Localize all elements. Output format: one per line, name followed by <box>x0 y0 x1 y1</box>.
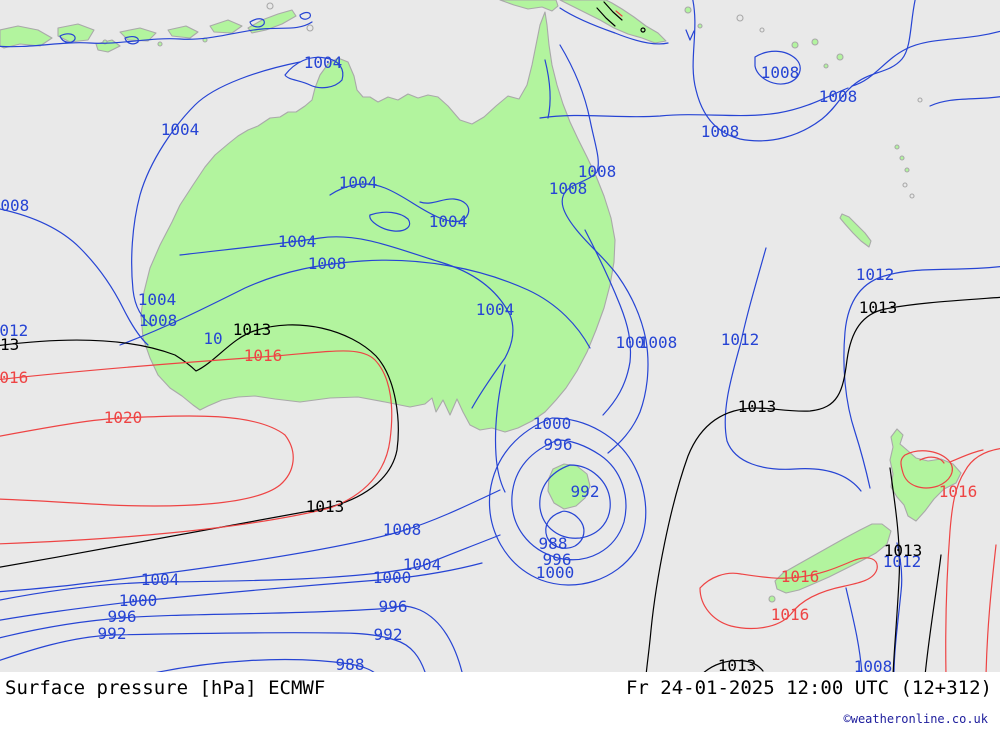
pressure-label: 1012 <box>882 552 922 571</box>
pressure-labels-layer: 1004100410041004100410081004100810081012… <box>0 53 978 673</box>
pressure-label: 992 <box>97 624 127 643</box>
map-canvas <box>0 0 1000 672</box>
pressure-label: 1000 <box>532 414 572 433</box>
pressure-label: 1000 <box>535 563 575 582</box>
pressure-label: 992 <box>373 625 403 644</box>
new-caledonia <box>839 213 872 248</box>
pressure-label: 996 <box>378 597 408 616</box>
pressure-label: 1008 <box>700 122 740 141</box>
pressure-label: 1013 <box>232 320 272 339</box>
pressure-label: 1008 <box>760 63 800 82</box>
pressure-label: 1004 <box>137 290 177 309</box>
pressure-label: 1013 <box>737 397 777 416</box>
pressure-label: 1008 <box>307 254 347 273</box>
pressure-label: 1004 <box>475 300 515 319</box>
valid-time: Fr 24-01-2025 12:00 UTC (12+312) <box>625 677 992 699</box>
isobars-red <box>0 10 1000 672</box>
pressure-label: 1000 <box>372 568 412 587</box>
isobars-blue <box>0 0 1000 672</box>
status-bar: Surface pressure [hPa] ECMWF Fr 24-01-20… <box>0 672 1000 733</box>
pressure-label: 1008 <box>138 311 178 330</box>
pressure-label: 996 <box>543 435 573 454</box>
stewart-island <box>768 595 776 603</box>
pressure-label: 1012 <box>855 265 895 284</box>
pressure-label: 1008 <box>638 333 678 352</box>
pressure-label: 1012 <box>0 321 29 340</box>
pressure-label: 992 <box>570 482 600 501</box>
pressure-label: 1004 <box>402 555 442 574</box>
pressure-label: 988 <box>335 655 365 673</box>
pressure-label: 1000 <box>118 591 158 610</box>
nz-north-island <box>889 428 962 522</box>
pressure-label: 1004 <box>303 53 343 72</box>
pressure-label: 1004 <box>140 570 180 589</box>
pressure-label: 988 <box>538 534 568 553</box>
pressure-label: 1016 <box>0 368 29 387</box>
pressure-label: 996 <box>107 607 137 626</box>
isobars-black-1013 <box>0 1 1000 672</box>
pressure-label: 10 <box>203 329 223 348</box>
pressure-label: 1008 <box>818 87 858 106</box>
pressure-label: 1008 <box>577 162 617 181</box>
pressure-label: 1008 <box>382 520 422 539</box>
pressure-label: 1016 <box>770 605 810 624</box>
nz-south-island <box>774 523 892 594</box>
pressure-label: 1004 <box>338 173 378 192</box>
vanuatu-islands <box>894 97 923 199</box>
new-guinea-islands <box>499 0 844 69</box>
pressure-label: 1013 <box>858 298 898 317</box>
pressure-label: 1016 <box>243 346 283 365</box>
pressure-label: 100 <box>615 333 645 352</box>
pressure-label: 1016 <box>780 567 820 586</box>
pressure-label: 1008 <box>0 196 30 215</box>
pressure-map: 1004100410041004100410081004100810081012… <box>0 0 1000 672</box>
copyright-text: ©weatheronline.co.uk <box>843 712 989 726</box>
map-title: Surface pressure [hPa] ECMWF <box>5 677 326 699</box>
pressure-label: 1004 <box>160 120 200 139</box>
pressure-label: 1013 <box>305 497 345 516</box>
pressure-label: 1013 <box>717 656 757 673</box>
pressure-label: 1020 <box>103 408 143 427</box>
pressure-label: 1013 <box>883 541 923 560</box>
pressure-label: 1013 <box>0 335 20 354</box>
pressure-label: 1008 <box>548 179 588 198</box>
pressure-label: 1004 <box>428 212 468 231</box>
pressure-label: 1004 <box>277 232 317 251</box>
pressure-label: 996 <box>542 550 572 569</box>
pressure-label: 1016 <box>938 482 978 501</box>
pressure-label: 1008 <box>853 657 893 673</box>
australia-landmass <box>140 11 616 433</box>
pressure-label: 1012 <box>720 330 760 349</box>
